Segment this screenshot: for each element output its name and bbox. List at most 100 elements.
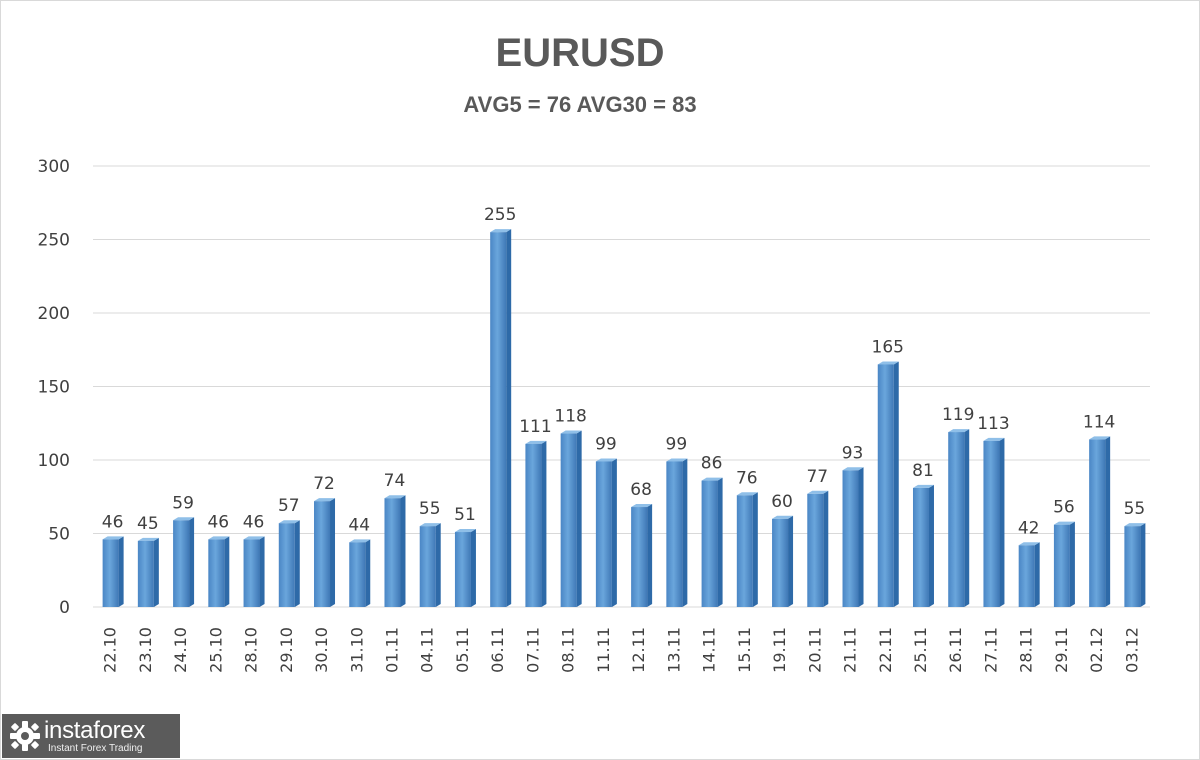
bar-side [435, 523, 441, 607]
x-tick-label: 28.11 [1017, 627, 1036, 673]
chart-subtitle: AVG5 = 76 AVG30 = 83 [463, 92, 696, 117]
data-label: 46 [243, 512, 265, 532]
bar-top [490, 229, 512, 233]
x-tick-label: 25.11 [911, 627, 930, 673]
x-tick-label: 30.10 [312, 627, 331, 673]
bar-front [173, 520, 190, 607]
bar [314, 498, 336, 607]
bar [454, 529, 476, 607]
bar [137, 537, 159, 607]
bar-side [928, 484, 934, 607]
x-tick-label: 20.11 [805, 627, 824, 673]
bar-top [912, 484, 934, 488]
data-label: 56 [1053, 498, 1075, 518]
bar [595, 458, 617, 607]
bar-front [842, 470, 859, 607]
x-tick-label: 04.11 [418, 627, 437, 673]
x-tick-label: 21.11 [841, 627, 860, 673]
bar-top [983, 437, 1005, 441]
data-label: 60 [771, 492, 793, 512]
data-label: 255 [484, 205, 516, 225]
bar-top [1124, 523, 1146, 527]
bar-front [419, 526, 436, 607]
bar-side [118, 536, 124, 607]
y-tick-label: 200 [38, 304, 70, 324]
x-tick-label: 29.11 [1052, 627, 1071, 673]
x-tick-label: 24.10 [171, 627, 190, 673]
bar-top [419, 523, 441, 527]
bar-front [595, 461, 612, 607]
bar-front [983, 440, 1000, 607]
y-tick-label: 300 [38, 157, 70, 177]
bar [560, 430, 582, 607]
bar-top [208, 536, 230, 540]
y-tick-label: 100 [38, 451, 70, 471]
bar-front [807, 493, 824, 607]
bar-top [948, 429, 970, 433]
bar-front [1124, 526, 1141, 607]
bar-side [400, 495, 406, 607]
data-label: 59 [172, 493, 194, 513]
x-tick-label: 29.10 [277, 627, 296, 673]
data-label: 114 [1083, 412, 1115, 432]
bar-top [1053, 521, 1075, 525]
bar-top [701, 477, 723, 481]
bar-side [189, 517, 195, 607]
bar-side [611, 458, 617, 607]
y-tick-label: 250 [38, 231, 70, 251]
x-tick-label: 01.11 [382, 627, 401, 673]
bar [1089, 436, 1111, 607]
bar [842, 467, 864, 607]
x-tick-label: 28.10 [242, 627, 261, 673]
bar-top [278, 520, 300, 524]
bar [807, 490, 829, 607]
bar-top [1089, 436, 1111, 440]
bar [631, 504, 653, 607]
bar-front [1089, 439, 1106, 607]
bar-front [349, 542, 366, 607]
bar-front [666, 461, 683, 607]
bar-top [631, 504, 653, 508]
bars [102, 229, 1146, 607]
bar [701, 477, 723, 607]
gear-logo-icon [10, 721, 40, 751]
bar-top [349, 539, 371, 543]
bar-side [858, 467, 864, 607]
bar [243, 536, 265, 607]
y-tick-label: 150 [38, 378, 70, 398]
x-tick-label: 19.11 [770, 627, 789, 673]
x-tick-label: 03.12 [1122, 627, 1141, 673]
bar-top [666, 458, 688, 462]
bar-side [752, 492, 758, 607]
bar-side [576, 430, 582, 607]
bar [525, 440, 547, 607]
bar [1053, 521, 1075, 607]
bar-front [243, 539, 260, 607]
bar-side [823, 490, 829, 607]
data-label: 68 [630, 480, 652, 500]
bar [736, 492, 758, 607]
bar [173, 517, 195, 607]
data-label: 86 [701, 454, 723, 474]
x-tick-label: 12.11 [629, 627, 648, 673]
bar-front [701, 480, 718, 607]
bar-top [137, 537, 159, 541]
data-label: 111 [519, 417, 551, 437]
bar [948, 429, 970, 607]
bar [349, 539, 371, 607]
bar-front [560, 433, 577, 607]
bar-front [877, 364, 894, 607]
bar [983, 437, 1005, 607]
x-tick-label: 07.11 [523, 627, 542, 673]
bar [1018, 542, 1040, 607]
x-tick-label: 31.10 [347, 627, 366, 673]
bar-front [384, 498, 401, 607]
bar-side [330, 498, 336, 607]
bar [419, 523, 441, 607]
bar-side [647, 504, 653, 607]
x-tick-label: 02.12 [1087, 627, 1106, 673]
bar-front [948, 432, 965, 607]
bar-side [506, 229, 512, 607]
bar-front [314, 501, 331, 607]
